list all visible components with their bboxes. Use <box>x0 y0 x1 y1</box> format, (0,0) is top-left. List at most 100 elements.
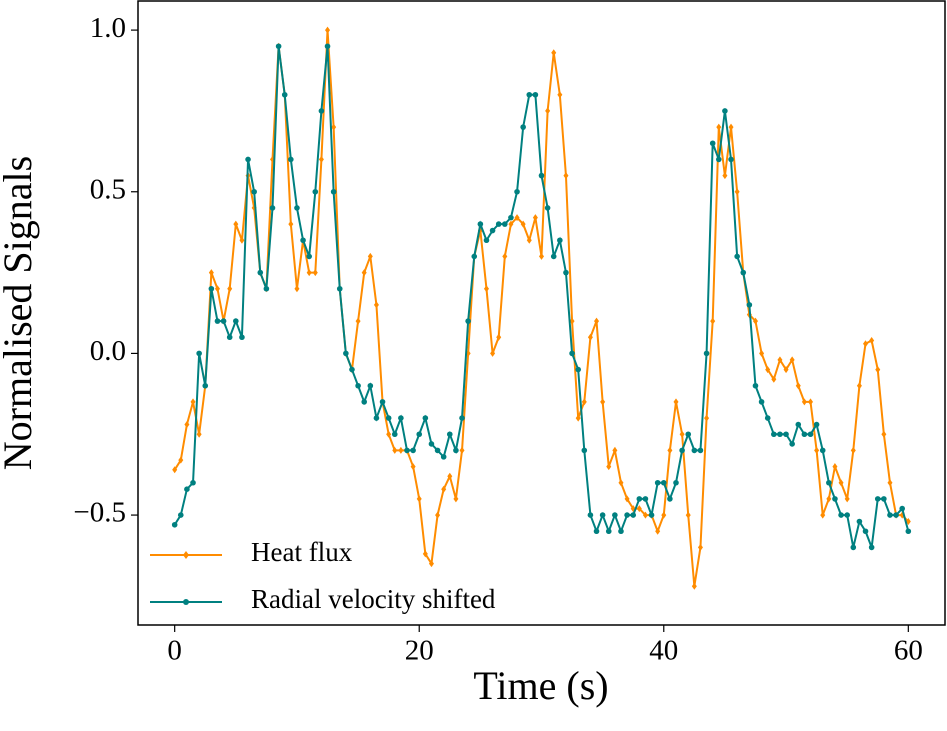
y-tick-label: 0.5 <box>90 173 126 205</box>
marker <box>605 528 612 535</box>
marker <box>202 382 209 389</box>
marker <box>306 269 312 277</box>
marker <box>416 495 422 503</box>
marker <box>483 237 490 244</box>
marker <box>905 528 912 535</box>
marker <box>226 334 233 341</box>
marker <box>813 421 820 428</box>
marker <box>899 505 906 512</box>
marker <box>373 301 379 309</box>
marker <box>557 91 563 99</box>
marker <box>453 495 459 503</box>
marker <box>471 253 478 260</box>
marker <box>868 544 875 551</box>
marker <box>355 317 361 325</box>
marker <box>440 454 447 460</box>
marker <box>532 214 538 222</box>
marker <box>502 221 508 227</box>
marker <box>716 123 722 131</box>
marker <box>447 472 453 480</box>
marker <box>850 544 857 551</box>
marker <box>428 560 434 568</box>
marker <box>850 446 856 454</box>
y-axis-label: Normalised Signals <box>0 156 40 470</box>
marker <box>569 317 575 325</box>
marker <box>239 334 245 341</box>
marker <box>618 528 624 535</box>
marker <box>465 318 471 324</box>
y-tick-label: 1.0 <box>90 12 126 44</box>
marker <box>398 415 404 421</box>
legend-label: Radial velocity shifted <box>251 584 496 614</box>
marker <box>177 512 184 518</box>
marker <box>783 366 789 374</box>
marker <box>532 91 539 98</box>
marker <box>551 49 557 57</box>
marker <box>196 350 202 357</box>
marker <box>190 479 196 486</box>
marker <box>294 285 300 293</box>
marker <box>599 512 606 518</box>
marker <box>673 479 679 486</box>
marker <box>379 399 386 405</box>
x-tick-label: 20 <box>405 635 434 667</box>
marker <box>325 26 331 34</box>
marker <box>300 237 306 244</box>
marker <box>569 350 575 357</box>
marker <box>355 382 361 389</box>
marker <box>385 415 392 421</box>
marker <box>795 382 801 390</box>
marker <box>826 479 832 486</box>
marker <box>563 269 569 276</box>
marker <box>624 512 630 518</box>
marker <box>416 431 423 438</box>
marker <box>704 414 710 422</box>
marker <box>178 456 184 464</box>
marker <box>593 528 600 535</box>
marker <box>636 505 642 513</box>
marker <box>673 398 679 406</box>
marker <box>838 479 844 487</box>
marker <box>856 382 862 390</box>
marker <box>832 463 838 471</box>
marker <box>404 447 410 454</box>
marker <box>545 107 551 115</box>
marker <box>795 421 802 428</box>
marker <box>331 123 337 131</box>
marker <box>709 140 716 147</box>
marker <box>306 253 312 260</box>
marker <box>759 349 765 357</box>
marker <box>642 511 648 519</box>
marker <box>373 415 380 421</box>
marker <box>239 236 245 244</box>
y-tick-label: −0.5 <box>73 497 126 529</box>
marker <box>691 582 697 590</box>
marker <box>728 156 734 163</box>
marker <box>667 496 673 502</box>
marker <box>832 496 838 502</box>
marker <box>581 398 587 406</box>
marker <box>288 156 294 163</box>
marker <box>446 431 453 438</box>
marker <box>441 485 447 493</box>
legend-marker <box>183 599 189 605</box>
marker <box>685 511 691 519</box>
marker <box>606 463 612 471</box>
marker <box>391 431 398 438</box>
marker <box>660 479 667 486</box>
marker <box>734 188 740 196</box>
marker <box>263 285 270 292</box>
marker <box>459 415 465 421</box>
marker <box>844 495 850 503</box>
marker <box>563 172 569 180</box>
marker <box>789 441 795 447</box>
marker <box>410 463 416 471</box>
marker <box>233 318 239 324</box>
marker <box>612 446 618 454</box>
marker <box>691 447 698 454</box>
marker <box>330 188 337 195</box>
marker <box>312 188 319 195</box>
marker <box>624 495 630 503</box>
marker <box>489 227 496 234</box>
marker <box>856 518 863 525</box>
